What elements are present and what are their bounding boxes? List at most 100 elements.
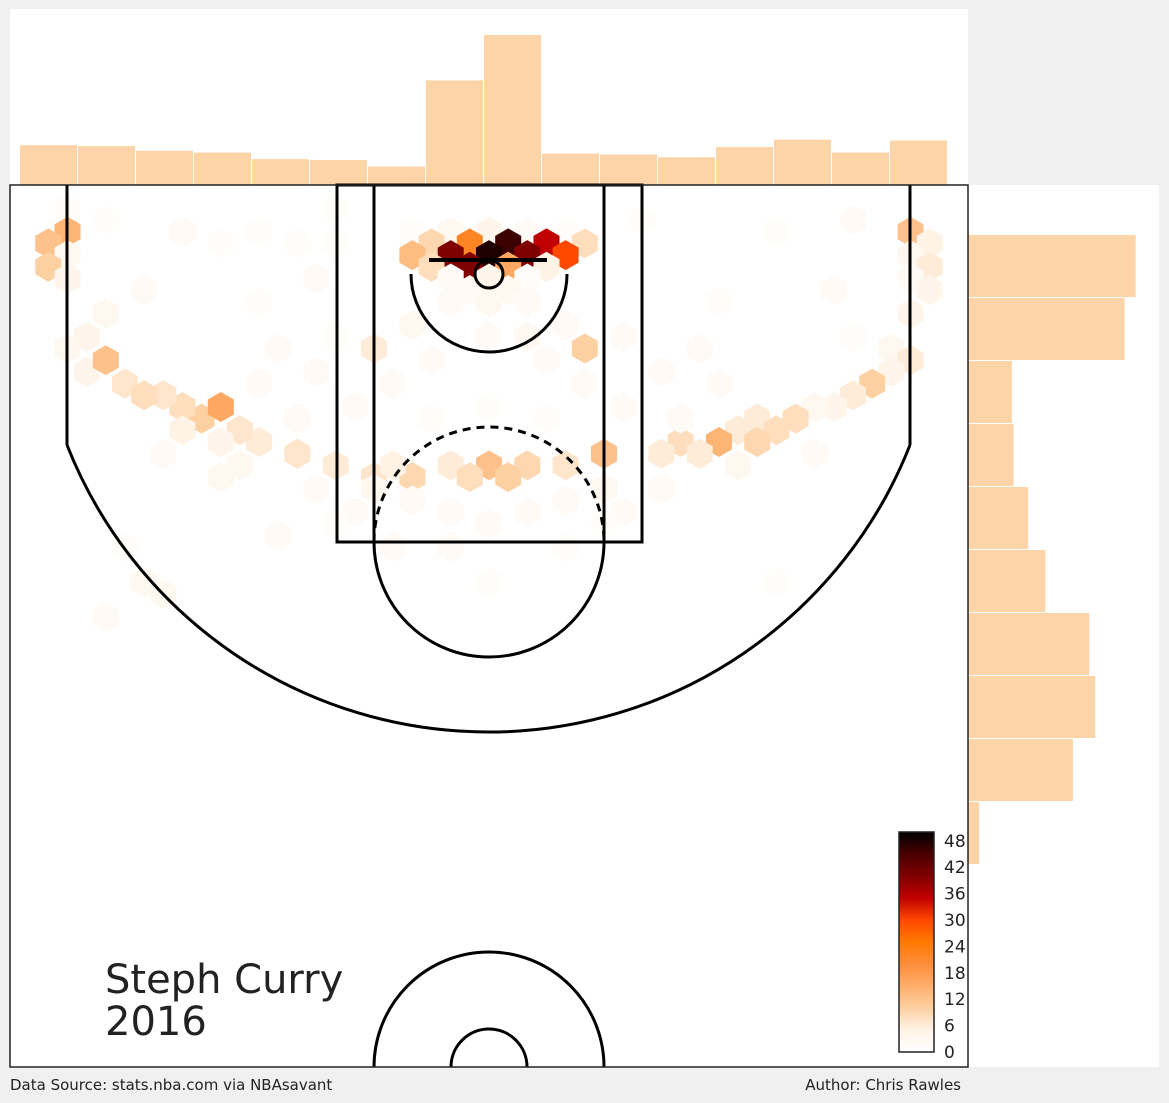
three-point-arc	[65, 444, 912, 734]
hexbin-cell	[246, 216, 273, 247]
colorbar-tick-label: 30	[944, 911, 966, 931]
colorbar-tick-label: 18	[944, 964, 966, 984]
hexbin-cell	[341, 392, 368, 422]
hexbin-cell	[92, 345, 119, 376]
colorbar-tick-label: 24	[944, 937, 966, 957]
court-frame	[9, 184, 969, 1068]
hexbin-cell	[820, 275, 847, 306]
top-hist-bar	[252, 159, 309, 185]
hexbin-cell	[437, 532, 464, 563]
hexbin-cell	[207, 228, 234, 259]
data-source-note: Data Source: stats.nba.com via NBAsavant	[10, 1076, 333, 1094]
top-hist-bar	[136, 150, 193, 185]
hexbin-cell	[246, 368, 273, 399]
colorbar-tick-label: 12	[944, 990, 966, 1010]
hexbin-cell	[303, 473, 330, 504]
hexbin-cell	[552, 485, 579, 516]
colorbar-tick-label: 36	[944, 885, 966, 905]
hexbin-cell	[399, 485, 426, 516]
hexbin-cell	[725, 450, 752, 481]
hexbin-cell	[265, 520, 292, 551]
hexbin-cell	[169, 216, 196, 247]
rim	[473, 258, 505, 290]
hexbin-cell	[705, 368, 732, 399]
hexbin-cell	[303, 356, 330, 387]
court-panel	[10, 185, 968, 1067]
hexbin-cell	[380, 450, 407, 481]
hexbin-cell	[648, 356, 675, 387]
center-circle-inner	[449, 1027, 529, 1068]
right-hist-bar	[968, 424, 1014, 486]
colorbar-tick-label: 6	[944, 1017, 955, 1037]
right-hist-bar	[968, 802, 980, 864]
hexbin-cell	[207, 427, 234, 457]
hexbin-cell	[207, 392, 234, 422]
free-throw-circle-bottom	[372, 541, 606, 659]
hexbin-cell	[686, 438, 713, 469]
hexbin-cell	[131, 275, 158, 306]
restricted-area	[409, 273, 569, 354]
hexbin-cell	[92, 205, 119, 235]
right-hist-bar	[968, 361, 1012, 423]
hexbin-cell	[92, 602, 119, 633]
top-hist-bar	[600, 154, 657, 185]
colorbar-tick-label: 48	[944, 832, 966, 852]
hexbin-cell	[514, 497, 541, 528]
hexbin-cell	[303, 263, 330, 294]
hexbin-cell	[284, 228, 311, 259]
hexbin-cell	[552, 310, 579, 341]
top-hist-bar	[20, 145, 77, 185]
hexbin-cell	[495, 462, 522, 493]
hexbin-cell	[648, 438, 675, 469]
hexbin-cell	[399, 310, 426, 341]
top-marginal-histogram	[20, 35, 947, 185]
right-hist-bar	[968, 739, 1073, 801]
right-hist-bar	[968, 487, 1029, 549]
hexbin-cell	[552, 450, 579, 481]
hexbin-cell	[514, 286, 541, 317]
right-marginal-histogram	[968, 235, 1136, 864]
right-hist-bar	[968, 613, 1090, 675]
right-hist-bar	[968, 550, 1046, 612]
hexbin-cell	[840, 205, 866, 235]
hexbin-cell	[418, 403, 445, 434]
top-hist-bar	[542, 153, 599, 185]
top-hist-bar	[310, 160, 367, 185]
top-hist-bar	[716, 147, 773, 185]
hexbin-cell	[246, 286, 273, 317]
hexbin-cell	[552, 532, 579, 563]
hexbin-cell	[150, 438, 177, 469]
hexbin-cell	[533, 345, 560, 376]
top-hist-bar	[658, 157, 715, 185]
hexbin-cell	[476, 508, 502, 539]
hexbin-cell	[763, 216, 790, 247]
right-hist-bar	[968, 235, 1136, 297]
top-hist-bar	[774, 139, 831, 185]
hexbin-cell	[131, 567, 158, 598]
hexbin-cell	[533, 403, 560, 434]
center-circle-outer	[372, 950, 606, 1068]
top-hist-bar	[368, 166, 425, 185]
top-hist-bar	[484, 35, 541, 185]
hexbin-cell	[92, 298, 119, 329]
player-name-label: Steph Curry	[105, 957, 343, 1003]
hexbin-cell	[667, 403, 694, 434]
hexbin-cell	[476, 321, 502, 352]
hexbin-cell	[476, 392, 502, 422]
hexbin-cell	[284, 403, 311, 434]
hexbin-cell	[169, 415, 196, 446]
hexbin-cell	[571, 333, 598, 364]
hexbin-cell	[437, 286, 464, 317]
top-hist-bar	[78, 146, 135, 185]
hexbin-cell	[744, 427, 771, 457]
hexbin-cell	[73, 321, 100, 352]
colorbar-tick-label: 42	[944, 858, 966, 878]
top-hist-bar	[426, 80, 483, 185]
colorbar	[898, 831, 935, 1053]
colorbar-tick-label: 0	[944, 1043, 955, 1063]
hexbin-cell	[265, 333, 292, 364]
top-hist-bar	[194, 152, 251, 185]
hexbin-cell	[648, 473, 675, 504]
hexbin-cell	[131, 380, 158, 411]
